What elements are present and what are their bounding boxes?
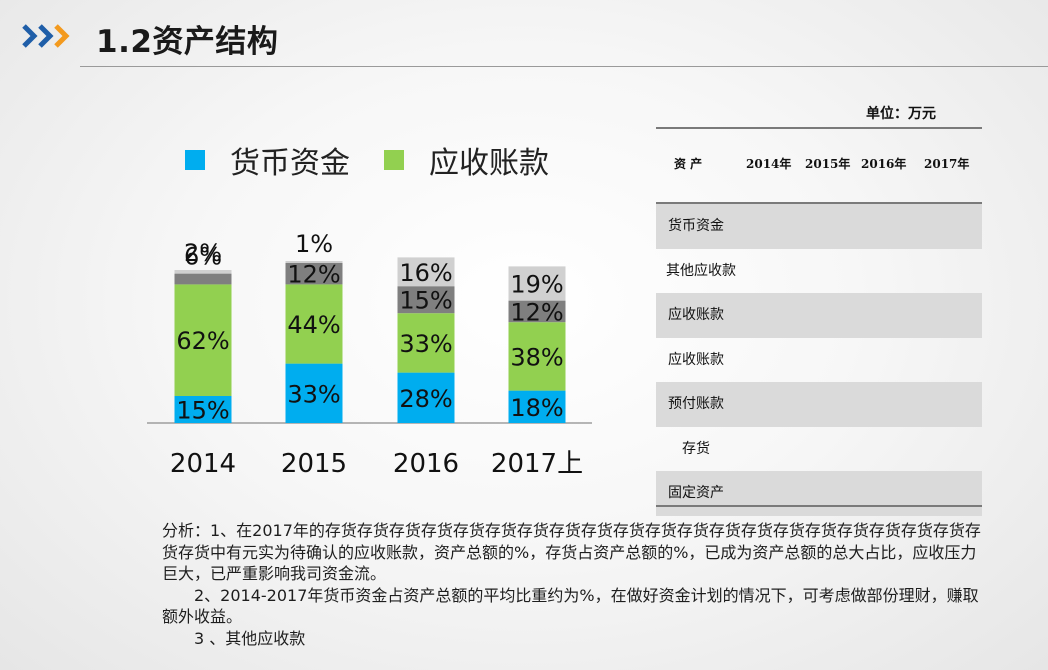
table-row: 货币资金 <box>656 204 982 249</box>
bar-segment <box>397 257 455 287</box>
header-2016: 2016年 <box>861 157 907 171</box>
header-bar: 1.2资产结构 <box>0 0 1048 68</box>
header-2015: 2015年 <box>805 157 851 171</box>
bar-segment <box>174 284 232 396</box>
table-unit: 单位：万元 <box>866 106 936 122</box>
header-divider <box>80 66 1048 67</box>
table-row: 预付账款 <box>656 382 982 427</box>
bar-segment <box>508 300 566 323</box>
bar-segment <box>508 266 566 301</box>
data-label: 33% <box>399 330 452 358</box>
table-row: 存货 <box>682 440 710 457</box>
table-header-rule <box>656 202 982 204</box>
x-tick-label: 2017上 <box>491 449 583 479</box>
header-asset: 资 产 <box>674 157 703 171</box>
data-label: 28% <box>399 385 452 413</box>
table-body: 货币资金 其他应收款 应收账款 应收账款 预付账款 存货 固定资产 <box>656 204 982 516</box>
analysis-point-2: 2、2014-2017年货币资金占资产总额的平均比重约为%，在做好资金计划的情况… <box>162 585 979 627</box>
data-label: 18% <box>510 394 563 422</box>
bar-segment <box>174 396 232 423</box>
legend-label-cash: 货币资金 <box>230 146 350 181</box>
data-label: 2% <box>184 239 222 267</box>
data-label: 12% <box>287 261 340 289</box>
analysis-point-1: 分析：1、在2017年的存货存货存货存货存货存货存货存货存货存货存货存货存货存货… <box>162 521 981 583</box>
table-bottom-rule <box>656 505 982 507</box>
bar-segment <box>397 313 455 373</box>
data-label: 19% <box>510 271 563 299</box>
bar-segment <box>508 322 566 391</box>
legend-swatch-cash <box>185 150 205 170</box>
bar-segment <box>397 372 455 423</box>
table-row: 应收账款 <box>656 293 982 338</box>
bar-segment <box>285 284 343 364</box>
table-header: 资 产 2014年 2015年 2016年 2017年 <box>656 151 982 175</box>
bar-segment <box>508 390 566 423</box>
chart-legend: 货币资金 应收账款 <box>185 140 583 181</box>
data-label: 62% <box>176 327 229 355</box>
header-2014: 2014年 <box>746 157 792 171</box>
data-label: 44% <box>287 311 340 339</box>
x-tick-label: 2015 <box>281 449 347 479</box>
bar-segment <box>174 273 232 285</box>
legend-swatch-receivable <box>384 150 404 170</box>
data-label: 33% <box>287 380 340 408</box>
bar-segment <box>397 286 455 314</box>
x-tick-label: 2014 <box>170 449 236 479</box>
legend-label-receivable: 应收账款 <box>429 146 549 181</box>
data-label: 15% <box>399 287 452 315</box>
data-label: 12% <box>510 298 563 326</box>
table-row: 应收账款 <box>668 351 724 368</box>
bar-segment <box>285 363 343 423</box>
table-row: 其他应收款 <box>666 262 736 279</box>
table-row: 固定资产 <box>656 471 982 516</box>
table-top-rule <box>656 127 982 129</box>
bar-segment <box>174 270 232 274</box>
page-title: 1.2资产结构 <box>96 24 279 60</box>
data-label: 6% <box>184 243 222 271</box>
analysis-point-3: 3 、其他应收款 <box>194 628 306 648</box>
x-tick-label: 2016 <box>393 449 459 479</box>
stacked-bar-chart: 15%62%6%2%201433%44%12%1%201528%33%15%16… <box>147 230 592 479</box>
bar-segment <box>285 262 343 285</box>
data-label: 16% <box>399 259 452 287</box>
chevron-arrows-icon <box>22 24 70 48</box>
header-2017: 2017年 <box>924 157 970 171</box>
data-label: 15% <box>176 397 229 425</box>
analysis-text: 分析：1、在2017年的存货存货存货存货存货存货存货存货存货存货存货存货存货存货… <box>162 520 992 649</box>
bar-segment <box>285 261 343 263</box>
data-label: 1% <box>295 230 333 258</box>
data-label: 38% <box>510 343 563 371</box>
